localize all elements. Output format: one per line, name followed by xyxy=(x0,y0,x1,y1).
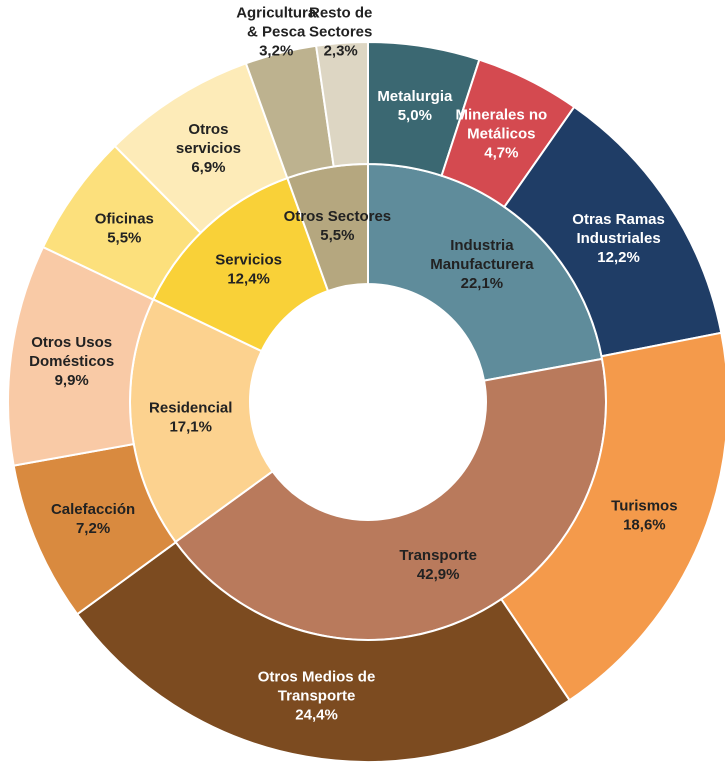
segment-label: Industria Manufacturera 22,1% xyxy=(430,237,534,292)
value-label: 9,9% xyxy=(55,372,89,389)
segment-label: Otros Usos Domésticos 9,9% xyxy=(29,334,114,389)
label-line: Manufacturera xyxy=(430,256,534,273)
value-label: 12,4% xyxy=(227,270,270,287)
value-label: 22,1% xyxy=(461,275,504,292)
label-line: Transporte xyxy=(399,547,477,564)
label-line: Otros Medios de xyxy=(258,669,376,686)
label-line: Metálicos xyxy=(467,125,535,142)
value-label: 24,4% xyxy=(295,707,338,724)
value-label: 3,2% xyxy=(259,42,293,59)
value-label: 6,9% xyxy=(191,159,225,176)
label-line: Otros Sectores xyxy=(284,208,392,225)
segment-label: Oficinas 5,5% xyxy=(95,210,154,246)
label-line: Otros xyxy=(188,121,228,138)
segment-label: Otras Ramas Industriales 12,2% xyxy=(572,211,665,266)
segment-label: Calefacción 7,2% xyxy=(51,501,135,537)
label-line: Industria xyxy=(450,237,514,254)
segment xyxy=(75,540,571,763)
segment-label: Otros Medios de Transporte 24,4% xyxy=(258,669,376,724)
segment-label: Servicios 12,4% xyxy=(215,251,282,287)
value-label: 5,5% xyxy=(107,229,141,246)
label-line: Metalurgia xyxy=(377,88,453,105)
label-line: Otras Ramas xyxy=(572,211,665,228)
label-line: Domésticos xyxy=(29,353,114,370)
label-line: Transporte xyxy=(278,688,356,705)
segment-label: Residencial 17,1% xyxy=(149,400,232,436)
label-line: Otros Usos xyxy=(31,334,112,351)
value-label: 2,3% xyxy=(324,42,358,59)
segment-label: Otros Sectores 5,5% xyxy=(284,208,392,244)
value-label: 5,5% xyxy=(320,227,354,244)
segment-label: Resto de Sectores 2,3% xyxy=(309,4,372,59)
label-line: Resto de xyxy=(309,4,372,21)
value-label: 4,7% xyxy=(484,144,518,161)
label-line: Calefacción xyxy=(51,501,135,518)
label-line: Sectores xyxy=(309,23,372,40)
segment xyxy=(499,331,725,702)
label-line: Servicios xyxy=(215,251,282,268)
value-label: 5,0% xyxy=(398,107,432,124)
segment-label: Otros servicios 6,9% xyxy=(176,121,241,176)
label-line: servicios xyxy=(176,140,241,157)
label-line: Turismos xyxy=(611,498,677,515)
segment-label: Minerales no Metálicos 4,7% xyxy=(455,106,547,161)
label-line: & Pesca xyxy=(247,23,306,40)
label-line: Industriales xyxy=(576,230,660,247)
label-line: Minerales no xyxy=(455,106,547,123)
label-line: Oficinas xyxy=(95,210,154,227)
value-label: 12,2% xyxy=(597,249,640,266)
segment-label: Metalurgia 5,0% xyxy=(377,88,453,124)
segment-label: Transporte 42,9% xyxy=(399,547,477,583)
segment xyxy=(314,40,369,168)
value-label: 42,9% xyxy=(417,566,460,583)
segment-label: Turismos 18,6% xyxy=(611,498,677,534)
value-label: 17,1% xyxy=(169,419,212,436)
label-line: Agricultura xyxy=(236,4,317,21)
value-label: 18,6% xyxy=(623,517,666,534)
value-label: 7,2% xyxy=(76,520,110,537)
label-line: Residencial xyxy=(149,400,232,417)
segment-label: Agricultura & Pesca 3,2% xyxy=(236,4,317,59)
